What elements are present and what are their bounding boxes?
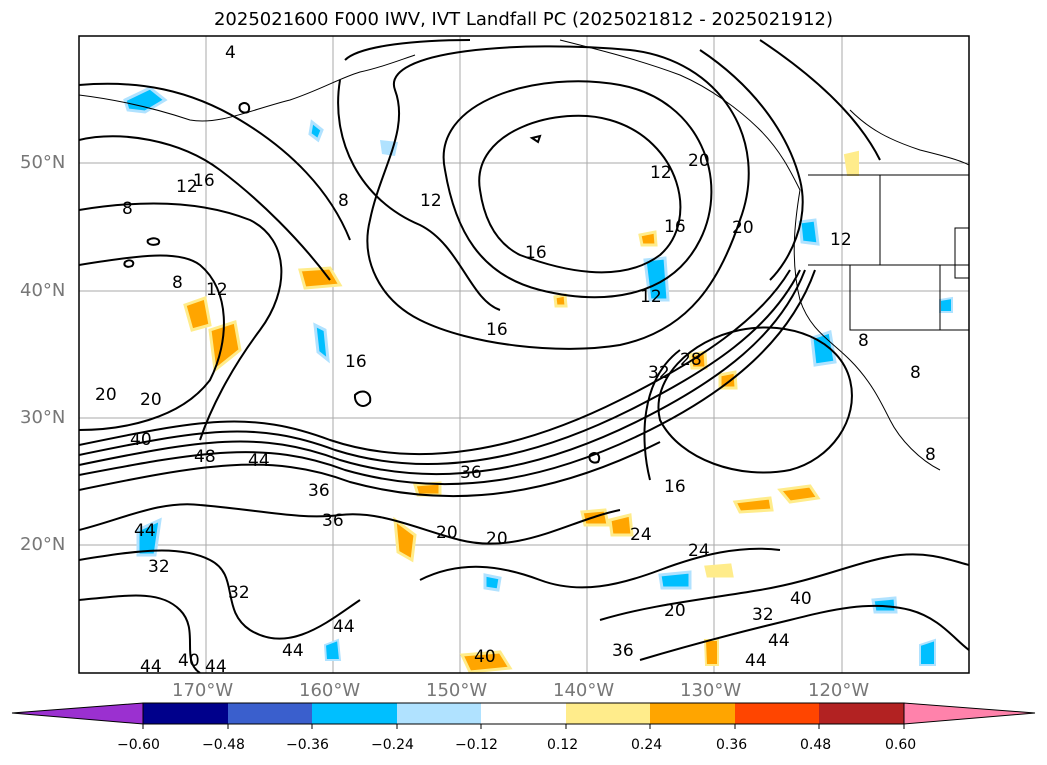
contour-label: 8: [338, 191, 349, 211]
contour-label: 8: [172, 273, 183, 293]
contour-label: 44: [745, 651, 767, 671]
contour-label: 24: [688, 541, 710, 561]
contour-label: 8: [910, 363, 921, 383]
lon-label: 140°W: [553, 680, 615, 701]
colorbar-tick-label: −0.48: [202, 737, 245, 753]
contour-label: 20: [436, 523, 458, 543]
contour-label: 8: [925, 445, 936, 465]
contour-label: 16: [525, 243, 547, 263]
contour-label: 24: [630, 525, 652, 545]
colorbar-extend-high: [903, 702, 1036, 725]
colorbar-tick-label: −0.12: [455, 737, 498, 753]
map-frame: [78, 35, 970, 674]
colorbar: [11, 702, 1036, 729]
contour-label: 40: [130, 430, 152, 450]
colorbar-tick-label: 0.24: [631, 737, 663, 753]
contour-label: 4: [225, 43, 236, 63]
lon-label: 130°W: [680, 680, 742, 701]
contour-label: 36: [308, 481, 330, 501]
lat-label: 40°N: [20, 280, 66, 301]
contour-label: 12: [640, 287, 662, 307]
colorbar-segment: [312, 703, 397, 724]
contour-label: 20: [664, 601, 686, 621]
shading-patches: [123, 86, 953, 673]
colorbar-segment: [819, 703, 904, 724]
lat-label: 30°N: [20, 407, 66, 428]
contour-label: 16: [664, 217, 686, 237]
colorbar-tick-label: 0.60: [885, 737, 917, 753]
contour-label: 44: [282, 641, 304, 661]
contour-label: 44: [333, 617, 355, 637]
contour-label: 44: [205, 657, 227, 677]
colorbar-segment: [143, 703, 228, 724]
lat-label: 20°N: [20, 534, 66, 555]
lat-label: 50°N: [20, 152, 66, 173]
colorbar-segment: [228, 703, 312, 724]
contour-label: 20: [486, 529, 508, 549]
colorbar-segment: [735, 703, 819, 724]
lon-label: 160°W: [299, 680, 361, 701]
contour-label: 8: [858, 331, 869, 351]
contour-label: 32: [752, 605, 774, 625]
colorbar-segment: [566, 703, 650, 724]
contour-label: 12: [420, 191, 442, 211]
contour-label: 20: [95, 385, 117, 405]
colorbar-tick-label: 0.12: [547, 737, 579, 753]
contour-label: 32: [648, 363, 670, 383]
contour-lines: [79, 39, 969, 673]
colorbar-tick-label: −0.36: [286, 737, 329, 753]
contour-label: 44: [134, 521, 156, 541]
contour-label: 28: [680, 350, 702, 370]
contour-label: 12: [830, 230, 852, 250]
lon-label: 120°W: [808, 680, 870, 701]
contour-label: 16: [486, 320, 508, 340]
colorbar-tick-label: 0.48: [800, 737, 832, 753]
contour-label: 16: [664, 477, 686, 497]
contour-label: 20: [688, 151, 710, 171]
colorbar-tick-label: −0.60: [117, 737, 160, 753]
colorbar-extend-low: [11, 702, 144, 725]
colorbar-segment: [397, 703, 481, 724]
contour-label: 12: [176, 177, 198, 197]
contour-label: 16: [345, 352, 367, 372]
contour-label: 8: [122, 199, 133, 219]
contour-label: 40: [178, 651, 200, 671]
contour-label: 32: [228, 583, 250, 603]
contour-label: 48: [194, 447, 216, 467]
contour-label: 40: [790, 589, 812, 609]
contour-label: 12: [206, 280, 228, 300]
contour-label: 44: [140, 657, 162, 677]
colorbar-segment: [481, 703, 566, 724]
contour-label: 20: [140, 390, 162, 410]
colorbar-segment: [650, 703, 735, 724]
contour-label: 40: [474, 647, 496, 667]
contour-label: 32: [148, 557, 170, 577]
contour-label: 36: [612, 641, 634, 661]
contour-label: 12: [650, 163, 672, 183]
lon-label: 170°W: [172, 680, 234, 701]
contour-label: 16: [193, 171, 215, 191]
colorbar-tick-label: 0.36: [716, 737, 748, 753]
contour-label: 44: [768, 631, 790, 651]
contour-label: 36: [322, 511, 344, 531]
contour-label: 44: [248, 451, 270, 471]
contour-label: 20: [732, 218, 754, 238]
contour-label: 36: [460, 463, 482, 483]
coastlines: [79, 39, 969, 471]
lon-label: 150°W: [426, 680, 488, 701]
contour-label-group: 4 8 8 8 8 8 8 12 12 12 12 12 12 16 16 16…: [95, 43, 936, 677]
colorbar-frame: [142, 702, 905, 725]
colorbar-tick-label: −0.24: [371, 737, 414, 753]
map-title: 2025021600 F000 IWV, IVT Landfall PC (20…: [213, 9, 834, 30]
